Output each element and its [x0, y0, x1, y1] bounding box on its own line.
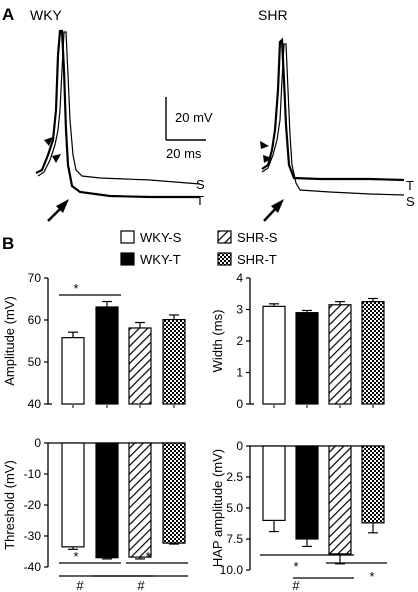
bar-width-wky-t — [295, 312, 319, 405]
legend-item-wky-t: WKY-T — [120, 252, 181, 267]
threshold-y-tick-label: -40 — [24, 560, 42, 574]
scale-bar-voltage: 20 mV — [175, 110, 213, 125]
bar-hap-amplitude-shr-s — [328, 445, 352, 555]
bar-width-wky-s — [262, 305, 286, 405]
scale-bar: 20 mV 20 ms — [165, 97, 213, 161]
legend-item-shr-s: SHR-S — [217, 230, 278, 245]
legend-swatch-shr-t — [217, 252, 232, 266]
hap-amplitude-y-tick-label: 10.0 — [220, 563, 244, 577]
significance-mark-threshold: * — [145, 549, 150, 564]
amplitude-y-tick-label: 40 — [28, 397, 42, 411]
shr-arrow-head — [271, 199, 284, 213]
wky-threshold-arrowhead-lower — [52, 154, 61, 163]
bar-width-shr-t — [361, 301, 385, 405]
wky-trace-s — [37, 31, 201, 185]
chart-width: 0 1 2 3 4 Width (ms) — [210, 271, 385, 411]
bar-amplitude-wky-s — [61, 337, 85, 405]
hap-amplitude-y-tick-label: 7.5 — [226, 532, 243, 546]
bar-threshold-wky-s — [61, 442, 85, 548]
shr-trace-label-t: T — [406, 178, 414, 193]
scale-bar-time: 20 ms — [166, 146, 202, 161]
amplitude-y-axis-label: Amplitude (mV) — [2, 296, 17, 386]
significance-mark-amplitude: * — [73, 281, 78, 296]
bar-width-shr-s — [328, 304, 352, 405]
bar-hap-amplitude-shr-t — [361, 445, 385, 524]
wky-trace-t — [35, 29, 200, 199]
width-y-tick-label: 1 — [236, 366, 243, 380]
bar-hap-amplitude-wky-s — [262, 445, 286, 522]
legend-label-wky-t: WKY-T — [140, 252, 181, 267]
shr-trace-s — [261, 43, 405, 196]
wky-trace-label-s: S — [196, 177, 205, 192]
panel-b-letter: B — [2, 234, 14, 253]
threshold-y-tick-label: 0 — [34, 436, 41, 450]
panel-a: A WKY SHR S T 20 mV 20 ms T S — [2, 5, 415, 222]
bar-amplitude-shr-t — [162, 318, 186, 405]
legend-swatch-wky-t — [120, 252, 135, 266]
significance-mark-threshold: # — [76, 578, 84, 592]
bar-amplitude-wky-t — [95, 306, 119, 405]
legend-item-wky-s: WKY-S — [120, 230, 182, 245]
width-y-tick-label: 4 — [236, 271, 243, 285]
significance-mark-threshold: # — [137, 578, 145, 592]
amplitude-y-tick-label: 70 — [28, 271, 42, 285]
wky-threshold-arrowhead-upper — [44, 137, 53, 146]
shr-trace-label-s: S — [406, 194, 415, 209]
panel-a-letter: A — [2, 5, 14, 24]
shr-trace-t — [261, 37, 405, 182]
hap-amplitude-y-tick-label: 0 — [236, 439, 243, 453]
legend-label-wky-s: WKY-S — [140, 230, 182, 245]
legend-swatch-wky-s — [120, 230, 135, 244]
threshold-y-tick-label: -20 — [24, 498, 42, 512]
panel-b-legend: B WKY-S WKY-T SHR-S SHR-T — [2, 230, 278, 267]
bar-threshold-shr-s — [128, 442, 152, 558]
legend-item-shr-t: SHR-T — [217, 252, 277, 267]
threshold-y-tick-label: -30 — [24, 529, 42, 543]
bar-threshold-shr-t — [162, 442, 186, 544]
bar-amplitude-shr-s — [128, 327, 152, 405]
hap-amplitude-y-axis-label: HAP amplitude (mV) — [210, 449, 225, 567]
wky-arrow-head — [56, 199, 69, 213]
bar-threshold-wky-t — [95, 442, 119, 559]
significance-mark-hap-amplitude: * — [369, 569, 374, 584]
shr-title: SHR — [258, 7, 288, 23]
bar-hap-amplitude-wky-t — [295, 445, 319, 540]
amplitude-y-tick-label: 50 — [28, 355, 42, 369]
legend-swatch-shr-s — [217, 230, 232, 244]
threshold-y-tick-label: -10 — [24, 467, 42, 481]
legend-label-shr-s: SHR-S — [237, 230, 278, 245]
hap-amplitude-y-tick-label: 2.5 — [226, 470, 243, 484]
width-y-tick-label: 2 — [236, 334, 243, 348]
chart-amplitude: 40 50 60 70 Amplitude (mV) * — [2, 271, 186, 411]
hap-amplitude-y-tick-label: 5.0 — [226, 501, 243, 515]
shr-threshold-arrowhead-upper — [260, 141, 269, 149]
width-y-tick-label: 0 — [236, 397, 243, 411]
width-y-axis-label: Width (ms) — [210, 310, 225, 373]
significance-mark-hap-amplitude: * — [293, 559, 298, 574]
shr-threshold-arrowhead-lower — [263, 155, 272, 163]
legend-label-shr-t: SHR-T — [237, 252, 277, 267]
amplitude-y-tick-label: 60 — [28, 313, 42, 327]
threshold-y-axis-label: Threshold (mV) — [2, 460, 17, 550]
wky-title: WKY — [30, 7, 63, 23]
significance-mark-hap-amplitude: # — [292, 578, 300, 592]
significance-mark-threshold: * — [73, 549, 78, 564]
width-y-tick-label: 3 — [236, 303, 243, 317]
wky-trace-label-t: T — [196, 193, 204, 208]
